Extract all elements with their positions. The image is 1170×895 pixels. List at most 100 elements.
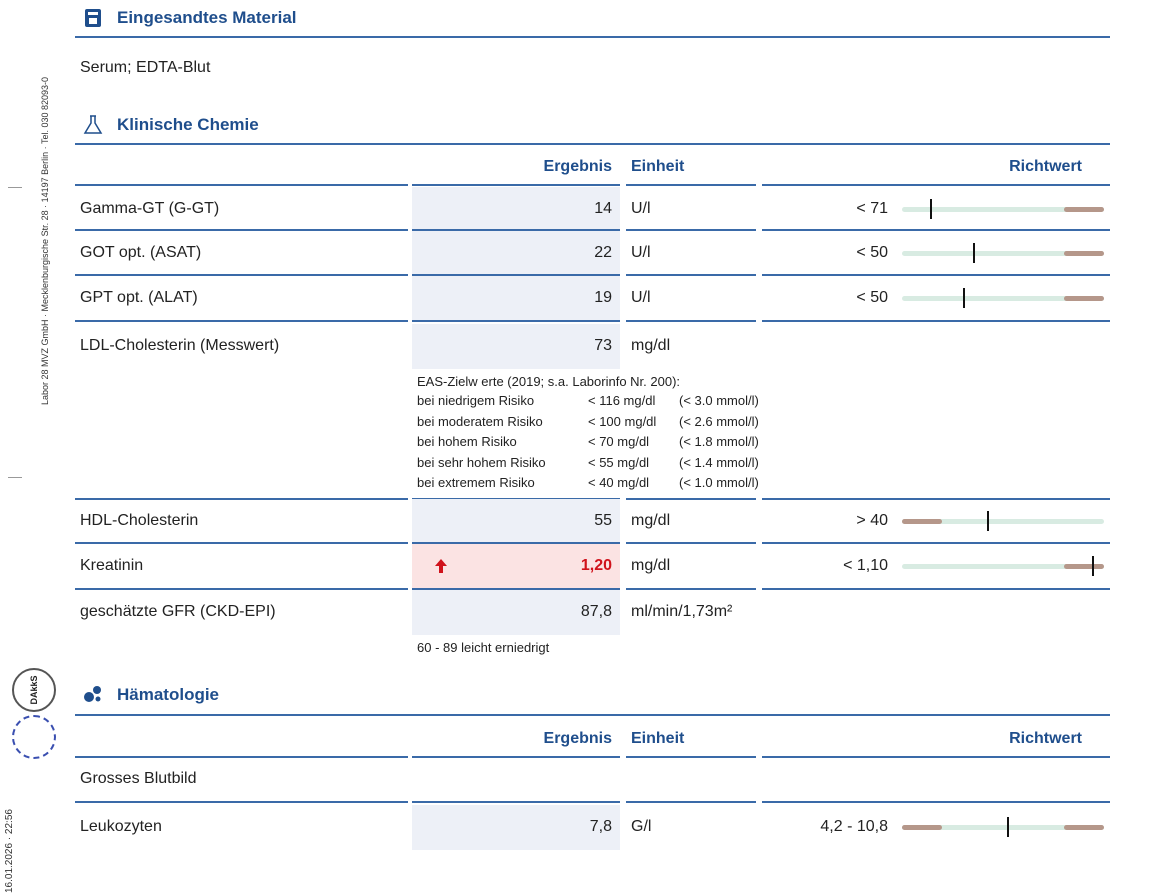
unit: U/l <box>631 289 651 306</box>
column-header: Ergebnis <box>543 730 612 747</box>
unit: U/l <box>631 200 651 217</box>
note-limit: < 100 mg/dl <box>588 413 657 429</box>
note-limit: < 116 mg/dl <box>588 393 656 408</box>
note-risk: bei sehr hohem Risiko <box>417 454 546 470</box>
range-marker <box>962 288 965 308</box>
section-title: Hämatologie <box>117 685 220 704</box>
note-risk: bei hohem Risiko <box>417 434 517 449</box>
divider <box>762 801 1110 803</box>
divider <box>75 801 408 803</box>
range-bar <box>902 296 1104 301</box>
note-mmol: (< 1.0 mmol/l) <box>679 475 759 490</box>
test-name: LDL-Cholesterin (Messwert) <box>80 337 280 354</box>
reference: < 1,10 <box>843 557 888 574</box>
note-risk: bei moderatem Risiko <box>417 413 543 429</box>
chemistry-icon <box>83 115 103 134</box>
note-limit: < 70 mg/dl <box>588 434 650 449</box>
reference: 4,2 - 10,8 <box>820 818 888 835</box>
result-cell <box>412 499 620 544</box>
range-marker <box>1007 817 1010 837</box>
note-risk: bei niedrigem Risiko <box>417 393 535 408</box>
section-title: Klinische Chemie <box>117 115 259 134</box>
address: Labor 28 MVZ GmbH · Mecklenburgische Str… <box>40 76 50 405</box>
divider <box>75 229 408 231</box>
test-name: Kreatinin <box>80 557 144 574</box>
range-bar-high <box>1064 296 1104 301</box>
reference: < 50 <box>856 244 888 261</box>
divider <box>412 229 620 231</box>
material-text: Serum; EDTA-Blut <box>80 59 211 76</box>
divider <box>626 801 756 803</box>
divider <box>626 498 756 500</box>
unit: G/l <box>631 818 652 835</box>
divider <box>75 542 408 544</box>
high-flag <box>435 559 447 573</box>
divider <box>626 588 756 590</box>
result-cell <box>412 276 620 321</box>
test-name: geschätzte GFR (CKD-EPI) <box>80 603 276 620</box>
divider <box>75 184 408 186</box>
divider <box>762 320 1110 322</box>
range-bar-high <box>1064 207 1104 212</box>
unit: mg/dl <box>631 512 671 529</box>
result: 14 <box>594 200 612 217</box>
reference: < 50 <box>856 289 888 306</box>
divider <box>626 229 756 231</box>
test-name: GOT opt. (ASAT) <box>80 244 202 261</box>
test-name: HDL-Cholesterin <box>80 512 199 529</box>
divider <box>75 274 408 276</box>
fold-mark <box>8 477 22 478</box>
reference: < 71 <box>856 200 888 217</box>
material-icon <box>85 9 101 27</box>
divider <box>762 542 1110 544</box>
result: 22 <box>594 244 612 261</box>
column-header: Einheit <box>631 730 685 747</box>
divider <box>412 588 620 590</box>
fold-mark <box>8 187 22 188</box>
test-name: Gamma-GT (G-GT) <box>80 200 220 217</box>
result-cell <box>412 231 620 276</box>
divider <box>75 756 408 758</box>
divider <box>75 36 1110 38</box>
section-title: Eingesandtes Material <box>117 8 297 27</box>
note-risk: bei extremem Risiko <box>417 475 535 490</box>
result: 73 <box>594 337 612 354</box>
divider <box>626 274 756 276</box>
result-cell <box>412 805 620 850</box>
range-bar <box>902 207 1104 212</box>
divider <box>412 801 620 803</box>
result-cell <box>412 187 620 232</box>
unit: mg/dl <box>631 557 671 574</box>
group-name: Grosses Blutbild <box>80 770 197 787</box>
divider <box>762 756 1110 758</box>
unit: mg/dl <box>631 337 671 354</box>
divider <box>412 756 620 758</box>
divider <box>626 756 756 758</box>
divider <box>762 229 1110 231</box>
divider <box>762 498 1110 500</box>
note-mmol: (< 3.0 mmol/l) <box>679 393 759 408</box>
divider <box>75 714 1110 716</box>
divider <box>75 320 408 322</box>
result-cell <box>412 590 620 635</box>
logo: DAkkS <box>12 668 56 712</box>
divider <box>75 498 408 500</box>
timestamp: 16.01.2026 · 22:56 <box>4 809 15 893</box>
column-header: Richtwert <box>1009 158 1082 175</box>
result: 19 <box>594 289 612 306</box>
divider <box>412 274 620 276</box>
note-limit: < 55 mg/dl <box>588 454 650 470</box>
divider <box>762 274 1110 276</box>
column-header: Richtwert <box>1009 730 1082 747</box>
unit: ml/min/1,73m² <box>631 603 733 620</box>
divider <box>412 542 620 544</box>
test-name: Leukozyten <box>80 818 162 835</box>
note: 60 - 89 leicht erniedrigt <box>417 640 550 655</box>
range-bar-high <box>1064 564 1104 569</box>
divider <box>626 542 756 544</box>
result: 87,8 <box>580 603 612 620</box>
result: 55 <box>594 512 612 529</box>
test-name: GPT opt. (ALAT) <box>80 289 198 306</box>
unit: U/l <box>631 244 651 261</box>
